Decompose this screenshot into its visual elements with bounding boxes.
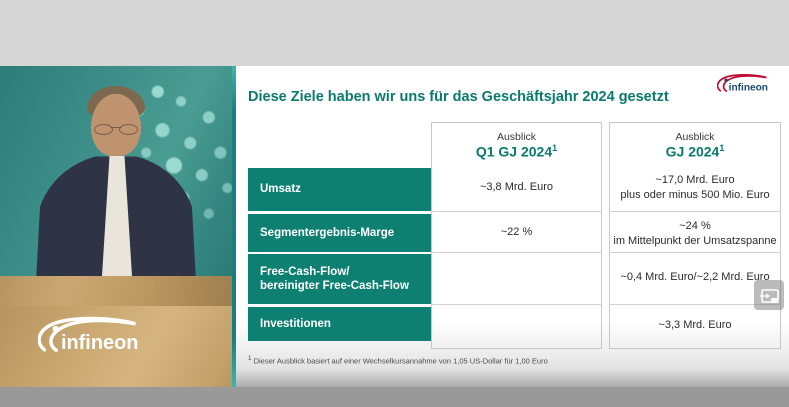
svg-text:infineon: infineon (61, 332, 138, 354)
